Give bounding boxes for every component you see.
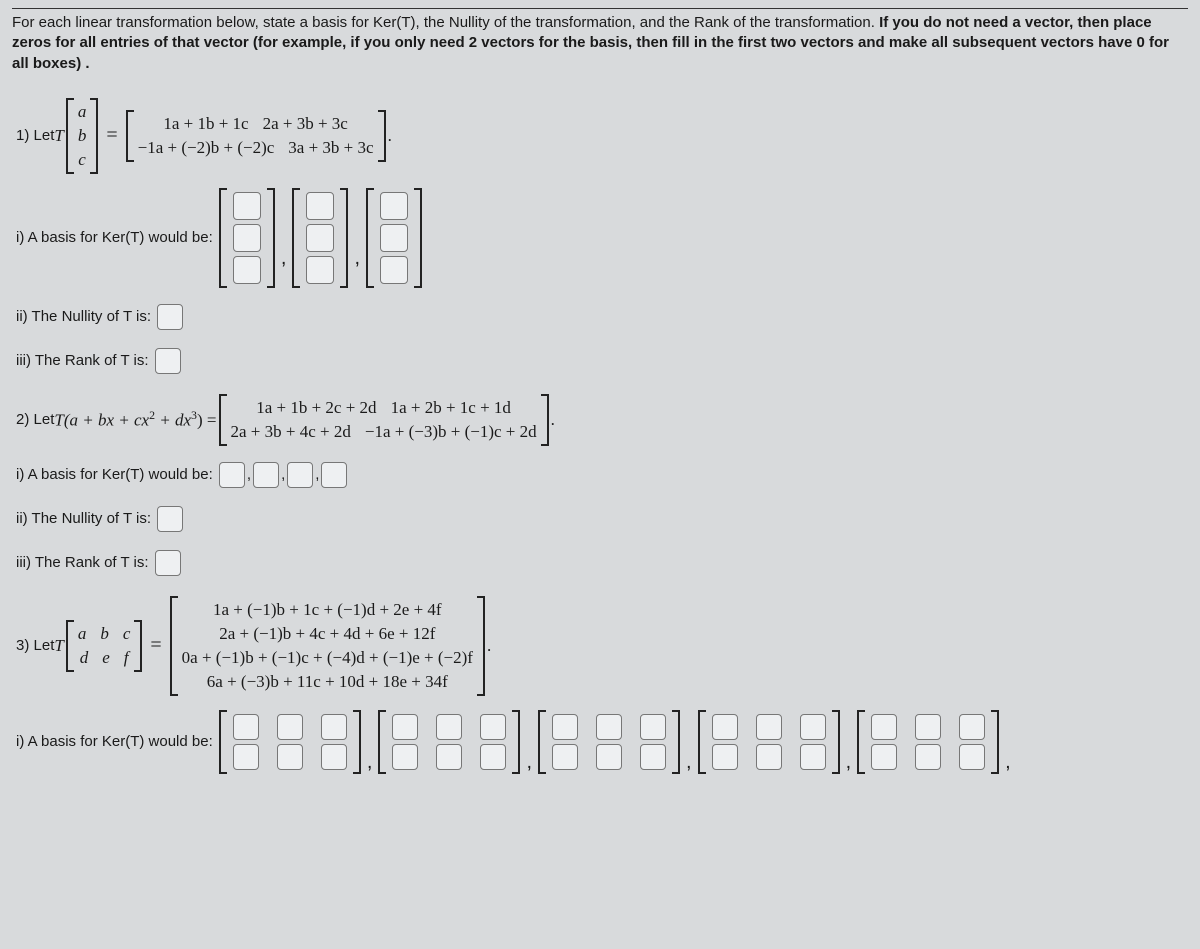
input-box[interactable] <box>155 550 181 576</box>
input-box[interactable] <box>380 224 408 252</box>
problem-2: 2) Let T(a + bx + cx2 + dx3) = 1a + 1b +… <box>16 394 1188 578</box>
input-box[interactable] <box>321 744 347 770</box>
input-box[interactable] <box>277 714 303 740</box>
p1-basis-row: i) A basis for Ker(T) would be: , , <box>16 188 1188 288</box>
input-box[interactable] <box>436 714 462 740</box>
p1-label: 1) Let <box>16 127 54 144</box>
input-box[interactable] <box>959 714 985 740</box>
p2-nullity-label: ii) The Nullity of T is: <box>16 510 151 527</box>
p3-basis-mat-1 <box>219 710 361 774</box>
p3-output-matrix: 1a + (−1)b + 1c + (−1)d + 2e + 4f 2a + (… <box>170 596 485 696</box>
input-box[interactable] <box>552 744 578 770</box>
input-box[interactable] <box>640 714 666 740</box>
input-box[interactable] <box>915 714 941 740</box>
p1-nullity-row: ii) The Nullity of T is: <box>16 302 1188 332</box>
p2-expr: T(a + bx + cx2 + dx3) = <box>54 408 216 431</box>
p3-basis-mat-4 <box>698 710 840 774</box>
input-box[interactable] <box>219 462 245 488</box>
p1-input-vector: a b c <box>66 98 99 174</box>
p1-rank-row: iii) The Rank of T is: <box>16 346 1188 376</box>
input-box[interactable] <box>915 744 941 770</box>
p1-basis-label: i) A basis for Ker(T) would be: <box>16 229 213 246</box>
input-box[interactable] <box>800 714 826 740</box>
input-box[interactable] <box>157 304 183 330</box>
input-box[interactable] <box>596 714 622 740</box>
input-box[interactable] <box>155 348 181 374</box>
p2-label: 2) Let <box>16 411 54 428</box>
p3-basis-row: i) A basis for Ker(T) would be: , , <box>16 710 1188 774</box>
p1-basis-vec-2 <box>292 188 348 288</box>
input-box[interactable] <box>871 744 897 770</box>
input-box[interactable] <box>380 256 408 284</box>
p3-basis-mat-3 <box>538 710 680 774</box>
input-box[interactable] <box>596 744 622 770</box>
p3-T: T <box>54 636 63 656</box>
input-box[interactable] <box>306 192 334 220</box>
p3-basis-mat-2 <box>378 710 520 774</box>
input-box[interactable] <box>233 714 259 740</box>
p2-rank-row: iii) The Rank of T is: <box>16 548 1188 578</box>
input-box[interactable] <box>157 506 183 532</box>
p1-output-matrix: 1a + 1b + 1c 2a + 3b + 3c −1a + (−2)b + … <box>126 110 386 162</box>
p2-output-matrix: 1a + 1b + 2c + 2d 1a + 2b + 1c + 1d 2a +… <box>219 394 549 446</box>
input-box[interactable] <box>959 744 985 770</box>
input-box[interactable] <box>712 744 738 770</box>
p3-definition: 3) Let T a b c d e f = 1a + (− <box>16 596 1188 696</box>
input-box[interactable] <box>233 256 261 284</box>
input-box[interactable] <box>436 744 462 770</box>
p1-T: T <box>54 126 63 146</box>
instructions-text: For each linear transformation below, st… <box>12 14 879 31</box>
p3-input-matrix: a b c d e f <box>66 620 143 672</box>
p2-nullity-row: ii) The Nullity of T is: <box>16 504 1188 534</box>
p1-basis-vec-1 <box>219 188 275 288</box>
input-box[interactable] <box>233 224 261 252</box>
equals: = <box>106 124 117 147</box>
input-box[interactable] <box>756 744 782 770</box>
input-box[interactable] <box>321 714 347 740</box>
p3-label: 3) Let <box>16 637 54 654</box>
input-box[interactable] <box>712 714 738 740</box>
instructions: For each linear transformation below, st… <box>12 8 1188 74</box>
input-box[interactable] <box>233 192 261 220</box>
input-box[interactable] <box>480 744 506 770</box>
input-box[interactable] <box>756 714 782 740</box>
input-box[interactable] <box>253 462 279 488</box>
problem-1: 1) Let T a b c = 1a + 1b + 1c 2a + 3b + … <box>16 98 1188 376</box>
input-box[interactable] <box>480 714 506 740</box>
p1-definition: 1) Let T a b c = 1a + 1b + 1c 2a + 3b + … <box>16 98 1188 174</box>
p1-rank-label: iii) The Rank of T is: <box>16 352 149 369</box>
input-box[interactable] <box>392 714 418 740</box>
p1-basis-vec-3 <box>366 188 422 288</box>
input-box[interactable] <box>640 744 666 770</box>
input-box[interactable] <box>392 744 418 770</box>
p1-nullity-label: ii) The Nullity of T is: <box>16 308 151 325</box>
p2-definition: 2) Let T(a + bx + cx2 + dx3) = 1a + 1b +… <box>16 394 1188 446</box>
input-box[interactable] <box>287 462 313 488</box>
p2-basis-label: i) A basis for Ker(T) would be: <box>16 466 213 483</box>
input-box[interactable] <box>552 714 578 740</box>
input-box[interactable] <box>871 714 897 740</box>
input-box[interactable] <box>233 744 259 770</box>
input-box[interactable] <box>306 224 334 252</box>
p3-basis-label: i) A basis for Ker(T) would be: <box>16 733 213 750</box>
input-box[interactable] <box>380 192 408 220</box>
problem-3: 3) Let T a b c d e f = 1a + (− <box>16 596 1188 774</box>
equals: = <box>150 634 161 657</box>
input-box[interactable] <box>321 462 347 488</box>
p2-basis-row: i) A basis for Ker(T) would be: , , , <box>16 460 1188 490</box>
input-box[interactable] <box>277 744 303 770</box>
p3-basis-mat-5 <box>857 710 999 774</box>
input-box[interactable] <box>800 744 826 770</box>
p2-rank-label: iii) The Rank of T is: <box>16 554 149 571</box>
input-box[interactable] <box>306 256 334 284</box>
